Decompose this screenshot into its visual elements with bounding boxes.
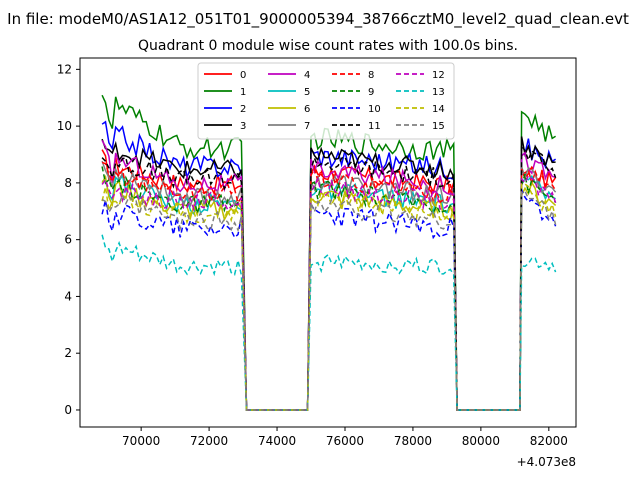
legend-label-10: 10 xyxy=(368,104,381,115)
series-line-4 xyxy=(101,140,556,411)
legend-label-7: 7 xyxy=(304,121,310,132)
series-line-12 xyxy=(101,174,557,411)
figure-suptitle: In file: modeM0/AS1A12_051T01_9000005394… xyxy=(7,10,629,29)
plot-area-frame xyxy=(79,57,577,428)
chart-title: Quadrant 0 module wise count rates with … xyxy=(138,38,518,54)
x-tick-label: 72000 xyxy=(190,434,228,448)
series-line-5 xyxy=(101,173,556,411)
series-layer xyxy=(101,94,557,411)
series-line-10 xyxy=(101,189,557,411)
legend-label-11: 11 xyxy=(368,121,381,132)
axes-layer: 70000 72000 74000 76000 78000 80000 82000 0 2 4 6 8… xyxy=(57,62,568,448)
x-axis-offset-label: +4.073e8 xyxy=(517,455,576,469)
y-tick-label: 4 xyxy=(64,289,72,303)
series-line-14 xyxy=(101,183,557,411)
legend-label-13: 13 xyxy=(432,87,445,98)
legend-label-8: 8 xyxy=(368,70,374,81)
legend-label-3: 3 xyxy=(240,121,246,132)
series-line-8 xyxy=(101,161,557,411)
legend-frame xyxy=(197,62,455,140)
y-tick-label: 6 xyxy=(64,233,72,247)
legend-label-9: 9 xyxy=(368,87,374,98)
x-tick-label: 82000 xyxy=(530,434,568,448)
legend-label-4: 4 xyxy=(304,70,310,81)
legend-label-5: 5 xyxy=(304,87,310,98)
y-tick-label: 0 xyxy=(64,403,72,417)
legend-label-0: 0 xyxy=(240,70,246,81)
x-tick-label: 78000 xyxy=(394,434,432,448)
series-line-2 xyxy=(101,120,557,411)
legend-label-6: 6 xyxy=(304,104,310,115)
y-tick-label: 2 xyxy=(64,346,72,360)
series-line-15 xyxy=(101,190,557,411)
x-tick-label: 80000 xyxy=(462,434,500,448)
series-line-11 xyxy=(101,142,557,411)
legend-label-12: 12 xyxy=(432,70,445,81)
series-line-3 xyxy=(101,136,556,411)
legend-label-1: 1 xyxy=(240,87,246,98)
legend-label-15: 15 xyxy=(432,121,445,132)
x-tick-label: 70000 xyxy=(122,434,160,448)
series-line-1 xyxy=(101,94,556,411)
series-line-6 xyxy=(101,174,557,411)
x-tick-label: 76000 xyxy=(326,434,364,448)
y-tick-label: 8 xyxy=(64,176,72,190)
series-line-9 xyxy=(101,166,557,411)
y-tick-label: 12 xyxy=(57,62,72,76)
x-tick-label: 74000 xyxy=(258,434,296,448)
series-line-7 xyxy=(101,160,557,411)
y-tick-label: 10 xyxy=(57,119,72,133)
legend-label-2: 2 xyxy=(240,104,246,115)
series-line-13 xyxy=(101,234,557,411)
legend-label-14: 14 xyxy=(432,104,445,115)
